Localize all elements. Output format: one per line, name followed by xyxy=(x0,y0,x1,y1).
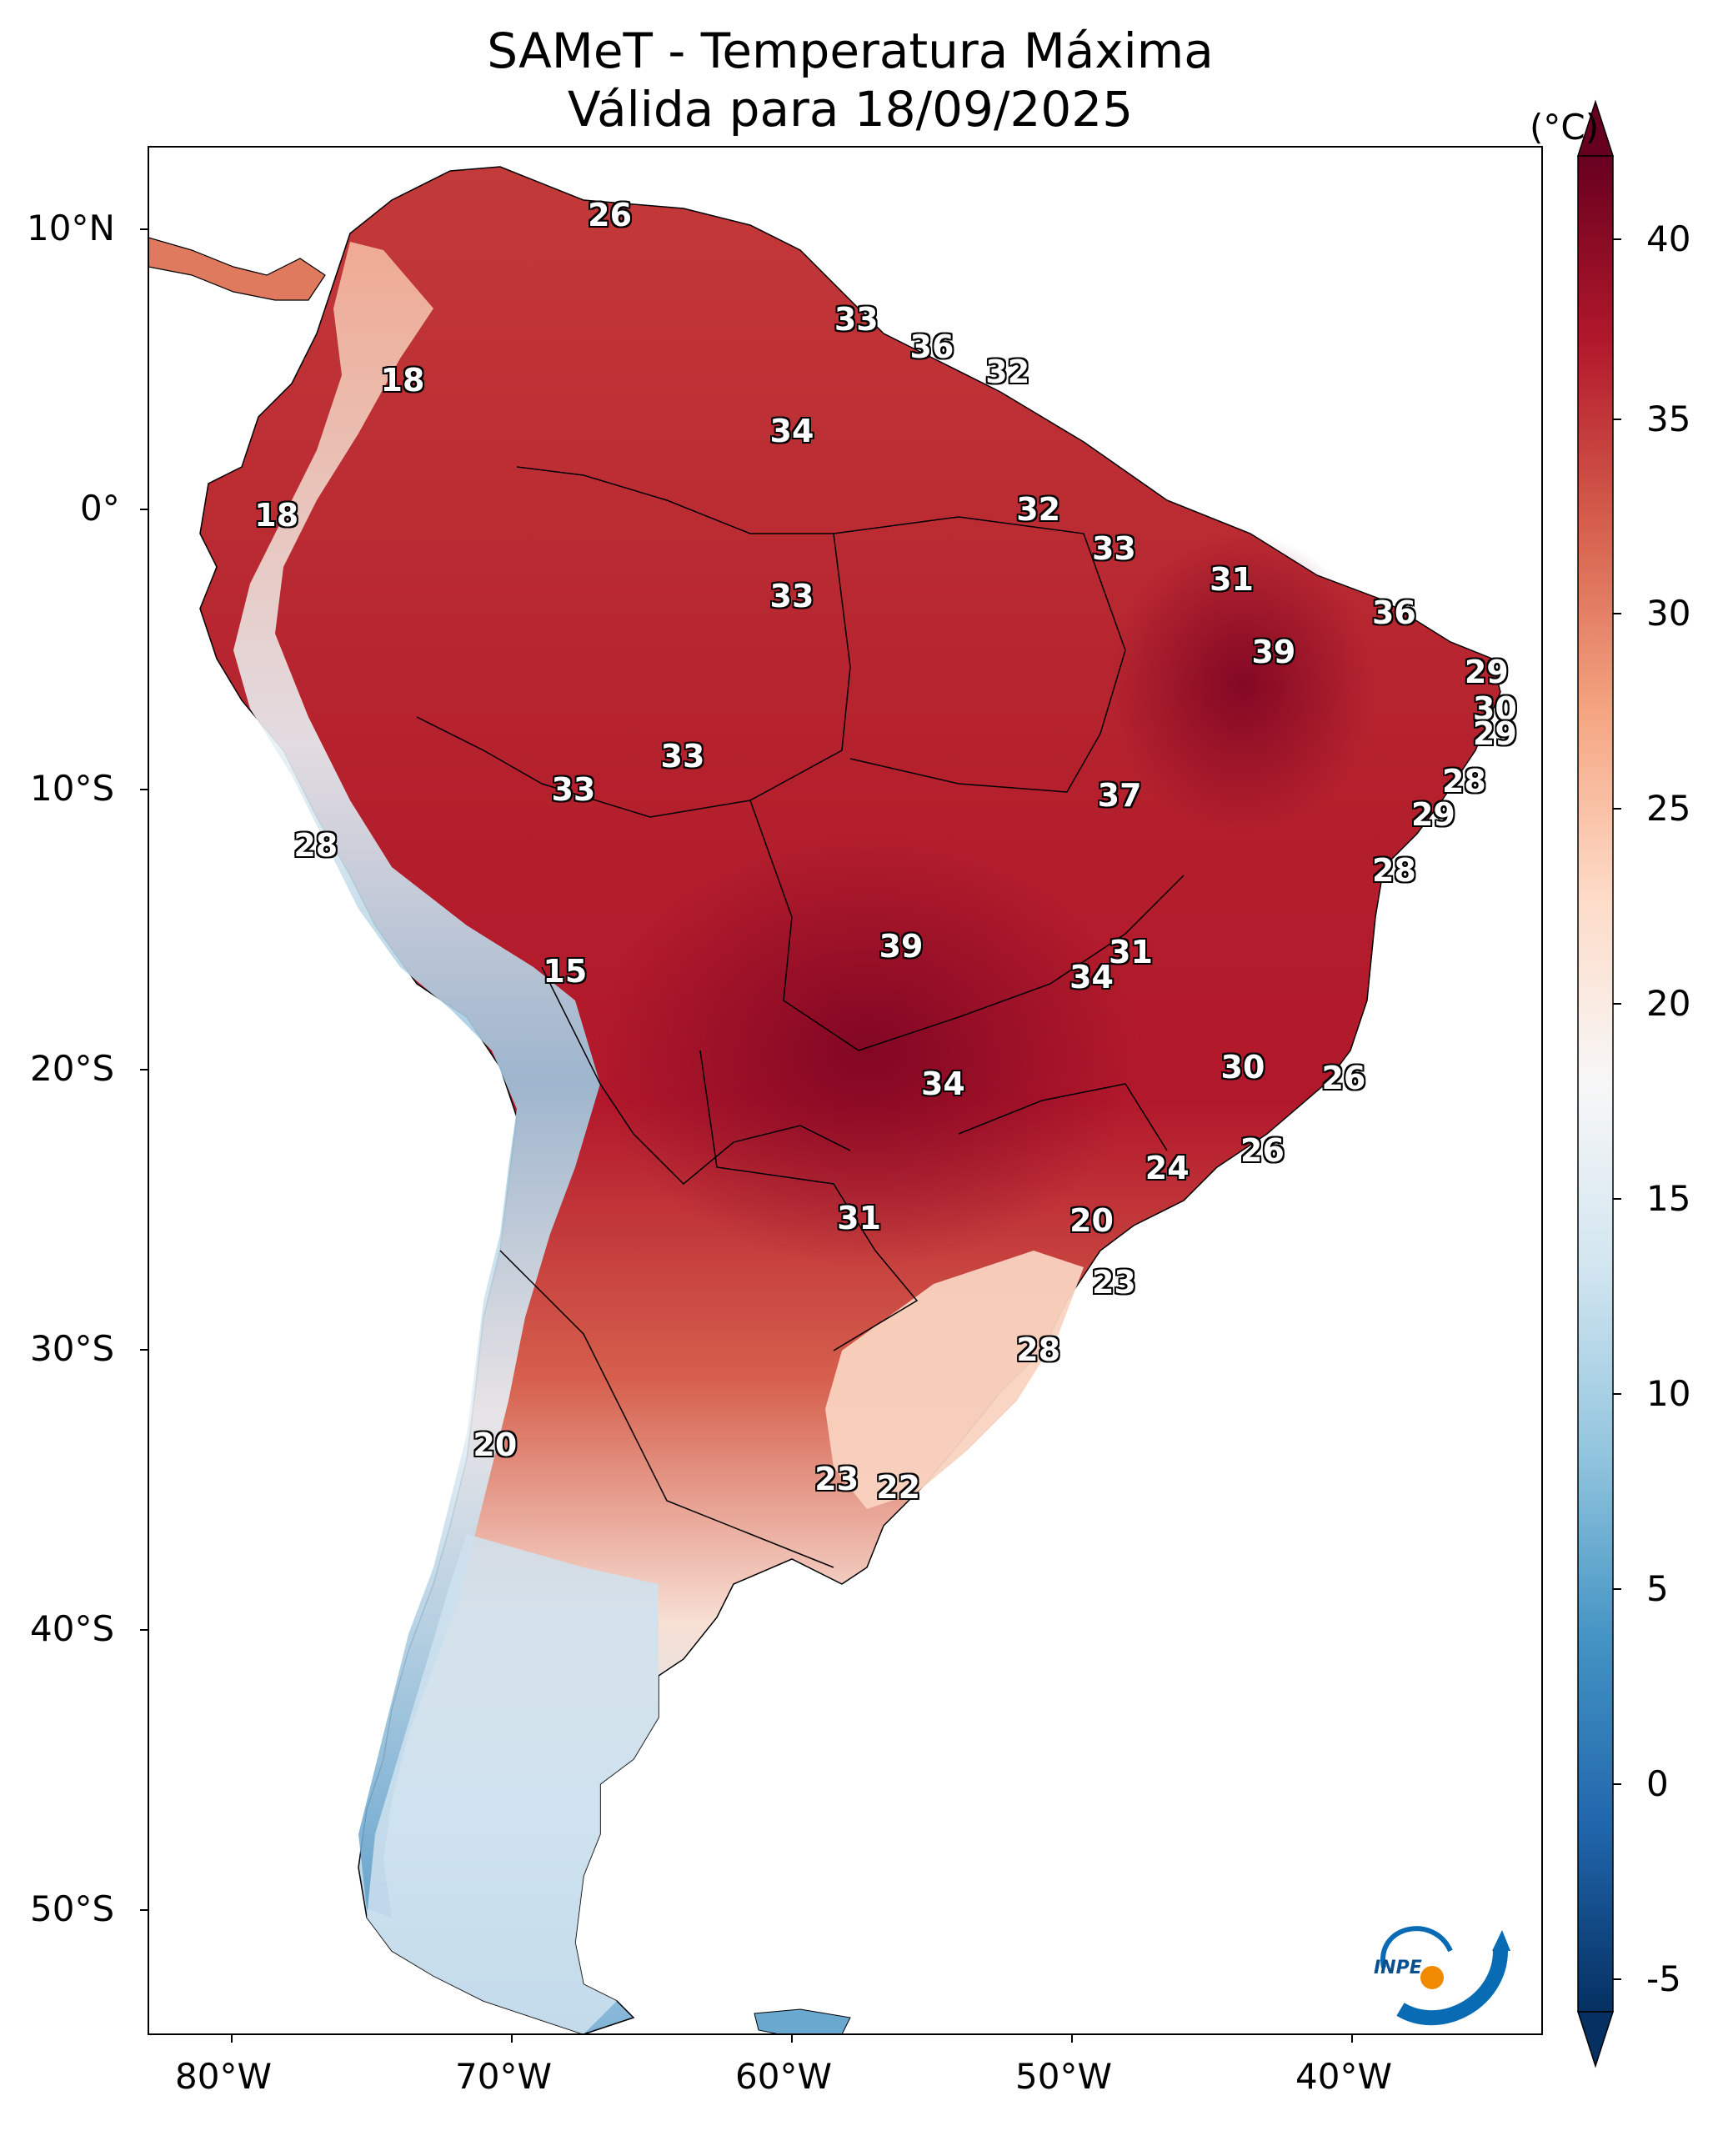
city-temperature-label: 15 xyxy=(543,953,588,990)
city-temperature-label: 36 xyxy=(1371,594,1416,632)
lon-label-40w: 40°W xyxy=(1295,2056,1392,2097)
city-temperature-label: 20 xyxy=(1069,1202,1114,1240)
city-temperature-label: 34 xyxy=(920,1065,965,1102)
map-area xyxy=(148,166,1501,2034)
colorbar xyxy=(1576,99,1621,2068)
lat-label-50s: 50°S xyxy=(30,1888,115,1929)
city-temperature-label: 24 xyxy=(1144,1149,1190,1186)
city-temperature-label: 28 xyxy=(1016,1331,1061,1368)
city-temperature-label: 30 xyxy=(1220,1048,1265,1086)
city-temperature-label: 26 xyxy=(588,197,633,234)
south-brazil-mild-region xyxy=(825,1251,1084,1509)
city-temperature-label: 39 xyxy=(879,928,924,965)
patagonia-cool-region xyxy=(367,1534,659,2034)
hot-core-region xyxy=(592,834,1142,1267)
city-temperature-label: 18 xyxy=(380,362,425,399)
city-temperature-label: 23 xyxy=(814,1460,859,1497)
lon-label-50w: 50°W xyxy=(1015,2056,1112,2097)
colorbar-tick-5: 5 xyxy=(1646,1568,1669,1609)
city-temperature-label: 39 xyxy=(1251,634,1296,671)
colorbar-tick-25: 25 xyxy=(1646,788,1691,829)
inpe-logo-text: INPE xyxy=(1374,1958,1422,1978)
city-temperature-label: 37 xyxy=(1097,776,1142,814)
city-temperature-label: 20 xyxy=(473,1426,518,1464)
colorbar-tick-15: 15 xyxy=(1646,1178,1691,1219)
central-america-landmass xyxy=(148,237,326,301)
city-temperature-label: 30 xyxy=(1472,689,1517,727)
colorbar-unit: (°C) xyxy=(1530,107,1600,148)
map-border xyxy=(148,146,1543,2035)
city-temperature-label: 29 xyxy=(1464,653,1509,690)
city-temperature-label: 36 xyxy=(909,328,954,366)
lat-label-40s: 40°S xyxy=(30,1608,115,1649)
lat-label-20s: 20°S xyxy=(30,1048,115,1089)
city-temperature-label: 28 xyxy=(1441,762,1486,800)
city-temperature-label: 33 xyxy=(1091,530,1136,568)
colorbar-scale xyxy=(1577,155,1614,2013)
city-temperature-label: 26 xyxy=(1240,1132,1285,1170)
hot-core-northeast xyxy=(1109,534,1375,834)
colorbar-bottom-arrow xyxy=(1576,2011,1615,2068)
lat-label-10n: 10°N xyxy=(27,208,115,248)
andes-cold-band xyxy=(233,242,600,1918)
map-subtitle: Válida para 18/09/2025 xyxy=(567,81,1134,138)
lon-label-70w: 70°W xyxy=(455,2056,552,2097)
city-temperature-label: 18 xyxy=(254,496,299,534)
inpe-logo xyxy=(1380,1926,1510,2026)
city-temperature-label: 26 xyxy=(1321,1060,1366,1097)
colorbar-tick-30: 30 xyxy=(1646,593,1691,634)
colorbar-tick-40: 40 xyxy=(1646,218,1691,259)
city-temperature-label: 23 xyxy=(1091,1264,1136,1301)
axis-ticks xyxy=(140,228,1353,2043)
city-temperature-label: 33 xyxy=(551,771,596,808)
city-temperature-label: 34 xyxy=(769,412,814,449)
lat-label-10s: 10°S xyxy=(30,768,115,809)
map-title: SAMeT - Temperatura Máxima xyxy=(487,23,1214,79)
city-temperature-label: 29 xyxy=(1472,714,1517,752)
colorbar-tick-neg5: -5 xyxy=(1646,1958,1681,1999)
city-temperature-label: 31 xyxy=(1210,561,1254,598)
city-temperature-label: 34 xyxy=(1069,959,1114,996)
colorbar-tick-20: 20 xyxy=(1646,983,1691,1024)
city-temperature-label: 29 xyxy=(1410,796,1455,834)
country-borders xyxy=(416,466,1185,1568)
city-temperature-label: 33 xyxy=(834,300,879,338)
colorbar-tick-10: 10 xyxy=(1646,1373,1691,1414)
city-temperature-label: 31 xyxy=(837,1200,882,1237)
falkland-islands xyxy=(754,2008,851,2034)
lat-label-0: 0° xyxy=(80,488,120,529)
colorbar-tick-35: 35 xyxy=(1646,399,1691,439)
lat-label-30s: 30°S xyxy=(30,1328,115,1369)
city-temperature-label: 31 xyxy=(1109,933,1153,970)
city-temperature-label: 32 xyxy=(985,353,1030,391)
lon-label-80w: 80°W xyxy=(175,2056,272,2097)
city-temperature-label: 33 xyxy=(769,578,814,615)
city-temperature-label: 28 xyxy=(293,827,338,865)
lon-label-60w: 60°W xyxy=(735,2056,832,2097)
city-temperature-label: 32 xyxy=(1016,491,1061,528)
city-temperature-label: 33 xyxy=(660,737,705,775)
colorbar-tick-0: 0 xyxy=(1646,1763,1669,1804)
city-temperature-label: 28 xyxy=(1371,852,1416,890)
city-temperature-label: 22 xyxy=(876,1468,921,1506)
